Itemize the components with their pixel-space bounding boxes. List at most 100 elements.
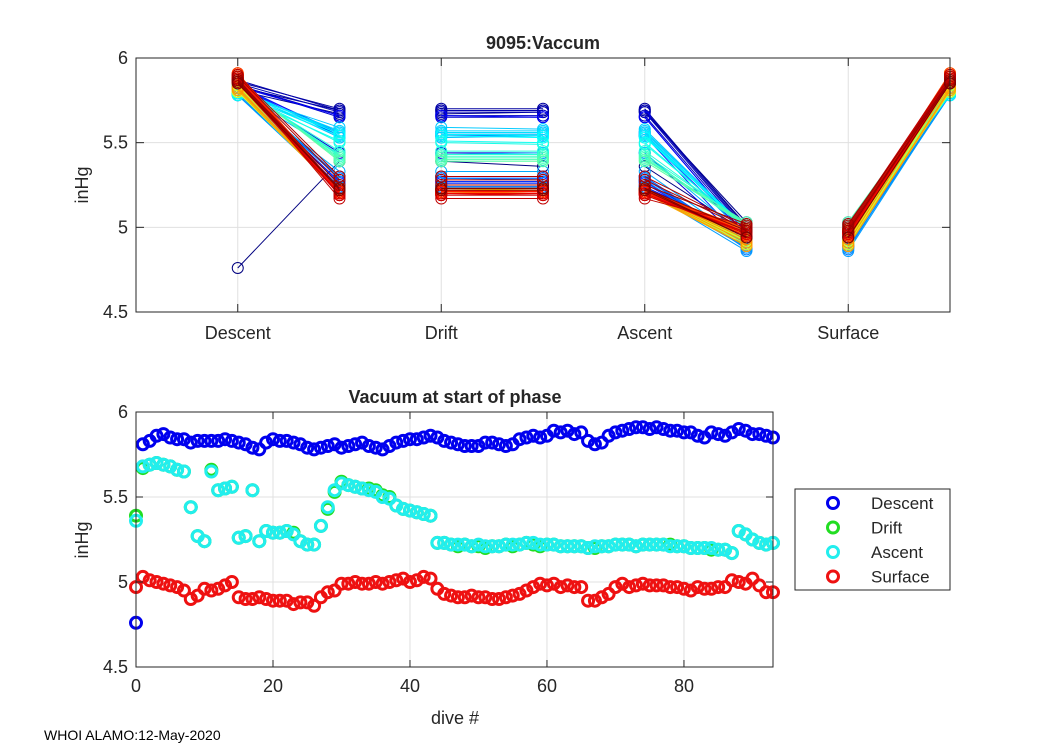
- ascent-point: [238, 529, 253, 544]
- surface-point: [361, 576, 376, 591]
- descent-point: [526, 428, 541, 443]
- ascent-point: [313, 518, 328, 533]
- phase-start-marker: [638, 170, 651, 183]
- descent-point: [560, 423, 575, 438]
- surface-point: [265, 593, 280, 608]
- dive-phase-line: [441, 140, 544, 144]
- ascent-point: [574, 539, 589, 554]
- ascent-point: [142, 457, 157, 472]
- descent-point: [464, 439, 479, 453]
- ascent-point: [519, 535, 534, 550]
- ascent-point: [348, 479, 363, 494]
- legend-marker-ascent: [826, 545, 840, 559]
- ascent-point: [293, 534, 308, 549]
- legend-box: [794, 488, 951, 591]
- legend-label-ascent: Ascent: [871, 543, 923, 562]
- ascent-point: [464, 539, 479, 554]
- dive-phase-line: [644, 159, 747, 223]
- phase-end-marker: [740, 231, 753, 244]
- dive-phase-line: [644, 184, 747, 225]
- top-ytick-label: 4.5: [103, 302, 128, 322]
- dive-phase-line: [441, 142, 544, 145]
- surface-point: [272, 593, 287, 608]
- ascent-point: [389, 498, 404, 513]
- ascent-point: [231, 530, 246, 545]
- ascent-point: [601, 539, 616, 554]
- ascent-point: [526, 535, 541, 550]
- surface-point: [286, 597, 301, 612]
- phase-start-marker: [638, 155, 651, 168]
- descent-point: [396, 433, 411, 448]
- ascent-point: [704, 541, 719, 555]
- ascent-point: [471, 537, 486, 552]
- phase-end-marker: [740, 224, 753, 237]
- surface-point: [560, 578, 575, 593]
- surface-point: [396, 571, 411, 586]
- descent-point: [307, 442, 322, 457]
- ascent-point: [204, 464, 219, 479]
- ascent-point: [622, 537, 637, 552]
- surface-point: [170, 580, 185, 595]
- surface-point: [231, 590, 246, 605]
- dive-phase-line: [847, 79, 951, 225]
- phase-end-marker: [537, 170, 549, 183]
- ascent-point: [676, 539, 691, 554]
- bottom-ytick-label: 6: [118, 402, 128, 422]
- surface-point: [533, 576, 548, 591]
- phase-end-marker: [333, 109, 346, 122]
- phase-start-marker: [435, 136, 448, 149]
- descent-point: [218, 432, 233, 447]
- ascent-point: [183, 500, 198, 515]
- surface-point: [416, 569, 431, 584]
- surface-point: [629, 578, 644, 593]
- surface-point: [670, 580, 685, 595]
- ascent-point: [156, 457, 171, 472]
- descent-point: [485, 435, 500, 450]
- descent-point: [498, 439, 513, 453]
- phase-end-marker: [333, 136, 346, 149]
- descent-point: [492, 437, 507, 452]
- surface-point: [622, 580, 637, 595]
- ascent-point: [635, 537, 650, 552]
- descent-point: [663, 423, 678, 438]
- phase-end-marker: [333, 155, 346, 168]
- top-ticks: 4.5 5 5.5 6 Descent Drift Ascent Surface: [103, 48, 950, 343]
- descent-point: [546, 423, 561, 438]
- surface-point: [676, 581, 691, 596]
- descent-point: [320, 439, 335, 453]
- surface-point: [587, 593, 602, 608]
- descent-point: [375, 442, 390, 457]
- phase-end-marker: [537, 192, 549, 205]
- ascent-point: [512, 537, 527, 552]
- descent-point: [676, 425, 691, 440]
- descent-point: [608, 425, 623, 440]
- dive-phase-line: [644, 160, 747, 225]
- descent-point: [601, 428, 616, 443]
- surface-point: [348, 575, 363, 589]
- top-axes-box: [135, 57, 951, 313]
- surface-point: [368, 575, 383, 589]
- descent-point: [423, 428, 438, 443]
- phase-end-marker: [333, 129, 346, 142]
- top-data: [231, 67, 956, 274]
- dive-phase-line: [237, 83, 340, 189]
- descent-point: [231, 435, 246, 450]
- descent-point: [272, 433, 287, 448]
- descent-point: [176, 432, 191, 447]
- phase-start-marker: [842, 224, 855, 237]
- ascent-point: [430, 535, 445, 550]
- ascent-point: [567, 539, 582, 554]
- surface-point: [341, 576, 356, 591]
- ascent-point: [437, 535, 452, 550]
- dive-phase-line: [644, 176, 747, 228]
- dive-phase-line: [644, 187, 747, 232]
- surface-point: [759, 585, 774, 600]
- ascent-point: [642, 537, 657, 552]
- ascent-point: [656, 537, 671, 552]
- ascent-point: [259, 524, 274, 538]
- descent-point: [341, 439, 356, 453]
- bottom-ylabel: inHg: [72, 521, 92, 558]
- dive-phase-line: [644, 110, 747, 230]
- surface-point: [211, 581, 226, 596]
